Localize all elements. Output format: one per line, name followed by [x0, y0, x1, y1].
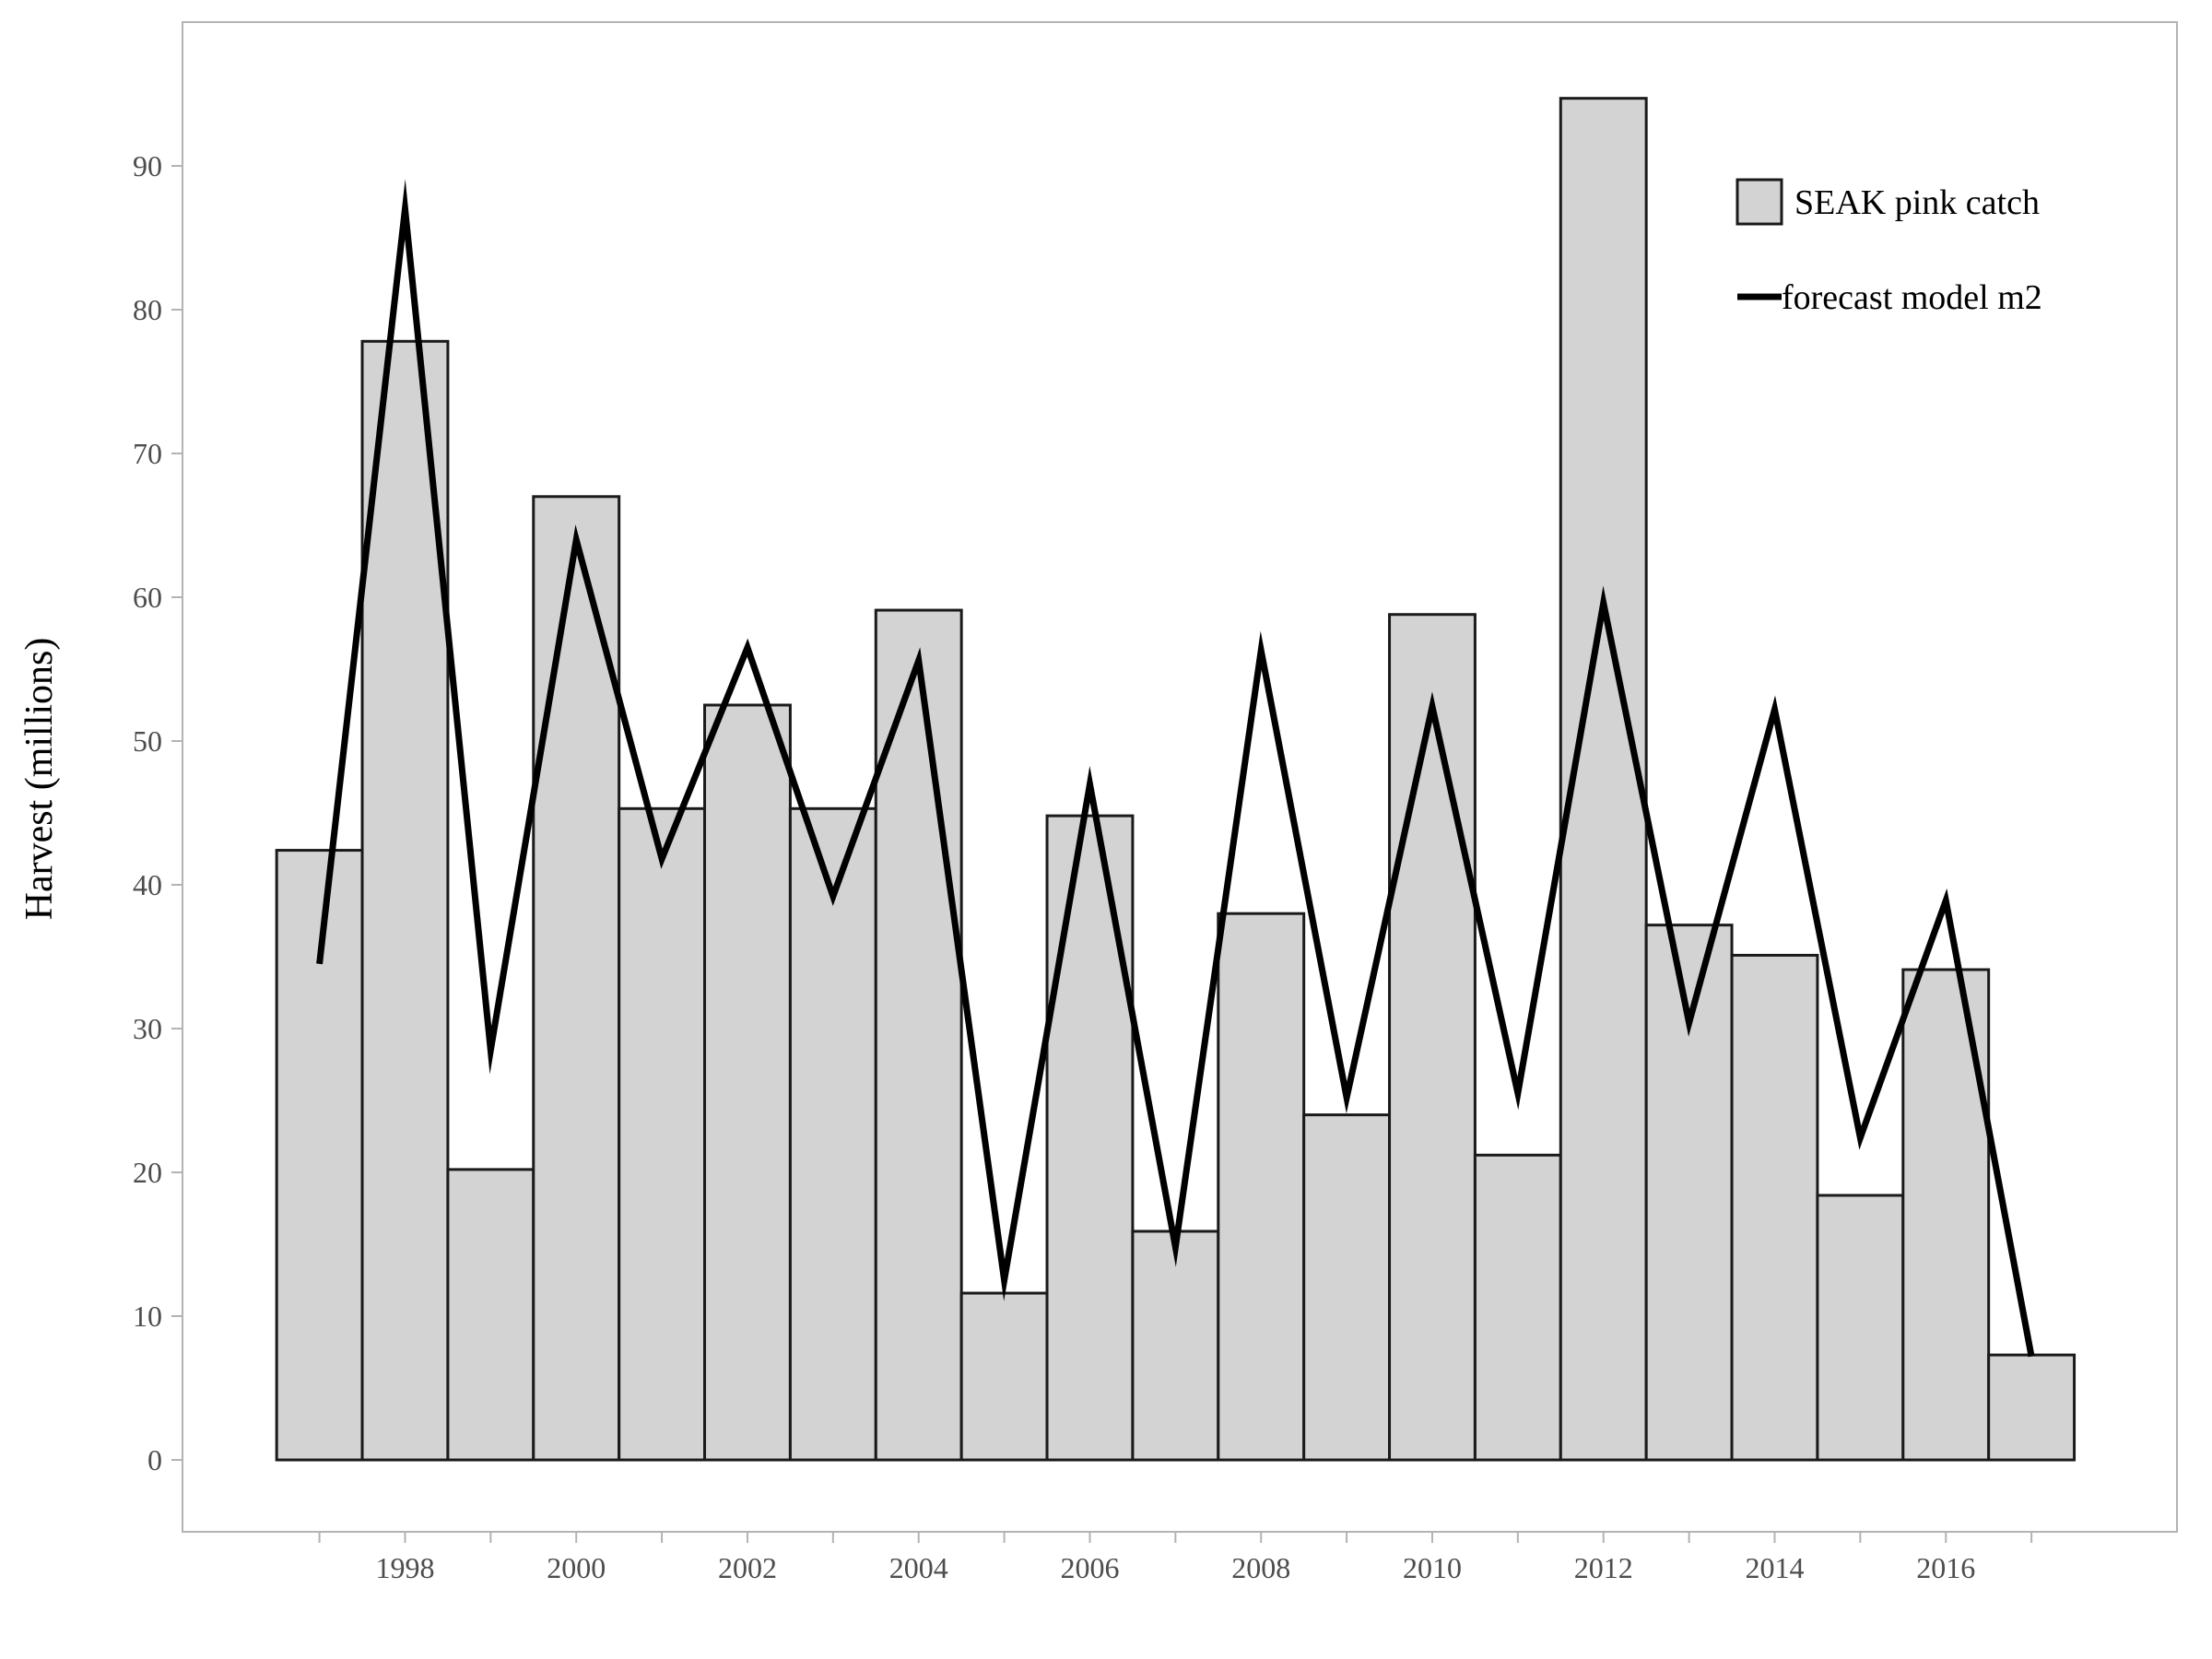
legend-swatch-bar: [1735, 178, 1783, 226]
bar-1999: [446, 1168, 535, 1462]
bar-2003: [788, 806, 877, 1462]
bar-2013: [1644, 924, 1734, 1462]
bar-2011: [1473, 1153, 1562, 1462]
y-tick-label-40: 40: [133, 868, 162, 901]
legend: SEAK pink catch forecast model m2: [1735, 178, 2042, 317]
bar-1998: [360, 339, 450, 1462]
bar-2005: [959, 1291, 1049, 1462]
bar-2014: [1730, 953, 1819, 1462]
legend-label-bar: SEAK pink catch: [1794, 183, 2040, 222]
y-tick-label-0: 0: [147, 1443, 162, 1477]
x-tick-label-2000: 2000: [547, 1551, 606, 1584]
x-tick-label-2006: 2006: [1060, 1551, 1119, 1584]
x-tick-label-2004: 2004: [889, 1551, 948, 1584]
y-tick-label-30: 30: [133, 1012, 162, 1045]
y-tick-label-90: 90: [133, 149, 162, 182]
x-tick-label-2014: 2014: [1745, 1551, 1804, 1584]
bar-2009: [1302, 1113, 1392, 1462]
y-axis-title: Harvest (millions): [18, 638, 61, 921]
legend-label-line: forecast model m2: [1782, 278, 2042, 317]
y-tick-label-20: 20: [133, 1156, 162, 1189]
bar-2007: [1131, 1230, 1220, 1462]
x-tick-label-1998: 1998: [375, 1551, 434, 1584]
bars-layer: [275, 97, 2077, 1462]
x-axis: 1998 2000 2002 2004 2006 2008 2010 2012 2014 2016: [318, 1532, 2033, 1584]
y-tick-label-70: 70: [133, 437, 162, 470]
y-axis: 0 10 20 30 40 50 60 70 80 90: [133, 149, 182, 1477]
bar-2002: [703, 703, 792, 1462]
y-tick-label-80: 80: [133, 293, 162, 326]
bar-2001: [618, 806, 707, 1462]
bar-2004: [874, 608, 963, 1462]
x-tick-label-2002: 2002: [718, 1551, 777, 1584]
bar-2010: [1388, 613, 1477, 1462]
bar-2015: [1816, 1194, 1905, 1462]
y-tick-label-50: 50: [133, 724, 162, 758]
bar-2006: [1045, 814, 1135, 1462]
x-tick-label-2008: 2008: [1231, 1551, 1290, 1584]
forecast-line-layer: [316, 179, 2035, 1358]
x-tick-label-2012: 2012: [1574, 1551, 1633, 1584]
bar-2017: [1987, 1353, 2077, 1462]
x-tick-label-2010: 2010: [1403, 1551, 1462, 1584]
bar-2008: [1217, 912, 1306, 1462]
y-tick-label-10: 10: [133, 1300, 162, 1333]
y-tick-label-60: 60: [133, 581, 162, 614]
x-tick-label-2016: 2016: [1916, 1551, 1975, 1584]
